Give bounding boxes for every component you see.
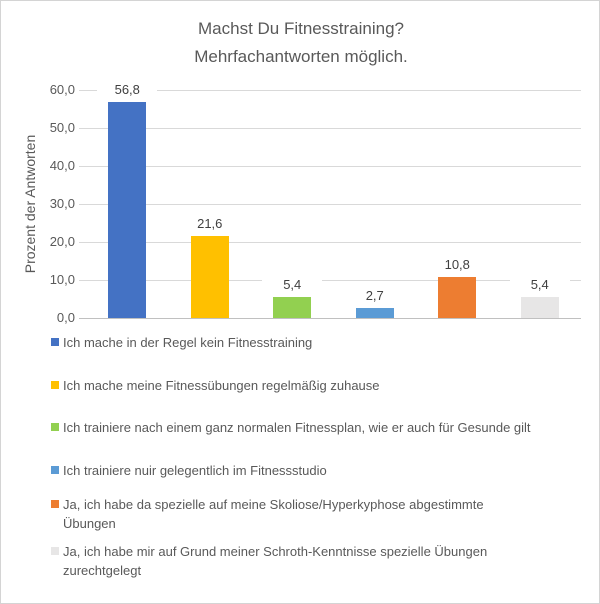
- legend-label-line: Übungen: [63, 516, 116, 531]
- bar-value-label-5: 5,4: [509, 276, 570, 295]
- legend-item-label: Ich trainiere nuir gelegentlich im Fitne…: [63, 461, 327, 480]
- bar-2: [273, 297, 312, 318]
- bar-value-label-2: 5,4: [262, 276, 323, 295]
- gridline: [79, 127, 581, 129]
- legend-color-swatch: [51, 423, 59, 431]
- bar-1: [190, 235, 229, 318]
- legend-item-label: Ich trainiere nach einem ganz normalen F…: [63, 418, 531, 437]
- legend-color-swatch: [51, 338, 59, 346]
- bar-value-label-4: 10,8: [427, 255, 488, 274]
- chart-title: Machst Du Fitnesstraining? Mehrfachantwo…: [1, 15, 599, 71]
- bar-3: [355, 307, 394, 318]
- bar-4: [438, 276, 477, 318]
- bar-value-label-3: 2,7: [344, 286, 405, 305]
- chart-title-line-1: Machst Du Fitnesstraining?: [198, 19, 404, 38]
- legend-color-swatch: [51, 381, 59, 389]
- y-axis-title: Prozent der Antworten: [22, 134, 38, 274]
- legend-color-swatch: [51, 466, 59, 474]
- legend-label-line: Ich mache in der Regel kein Fitnesstrain…: [63, 335, 313, 350]
- legend-item-1: Ich mache meine Fitnessübungen regelmäßi…: [51, 376, 380, 395]
- x-axis-line: [79, 317, 581, 319]
- legend-item-2: Ich trainiere nach einem ganz normalen F…: [51, 418, 531, 437]
- gridline: [79, 241, 581, 243]
- legend-label-line: Ja, ich habe mir auf Grund meiner Schrot…: [63, 544, 488, 559]
- legend-label-line: Ich mache meine Fitnessübungen regelmäßi…: [63, 378, 380, 393]
- legend-label-line: zurechtgelegt: [63, 563, 142, 578]
- legend-label-line: Ich trainiere nach einem ganz normalen F…: [63, 420, 531, 435]
- legend-color-swatch: [51, 547, 59, 555]
- legend-label-line: Ja, ich habe da spezielle auf meine Skol…: [63, 497, 484, 512]
- legend-item-label: Ich mache meine Fitnessübungen regelmäßi…: [63, 376, 380, 395]
- chart-title-line-2: Mehrfachantworten möglich.: [194, 47, 408, 66]
- legend-item-label: Ja, ich habe da spezielle auf meine Skol…: [63, 495, 484, 533]
- bar-5: [520, 297, 559, 318]
- bar-0: [108, 102, 147, 318]
- y-tick-label: 0,0: [56, 310, 75, 325]
- legend-item-3: Ich trainiere nuir gelegentlich im Fitne…: [51, 461, 327, 480]
- legend-item-0: Ich mache in der Regel kein Fitnesstrain…: [51, 333, 312, 352]
- legend-color-swatch: [51, 500, 59, 508]
- bar-value-label-1: 21,6: [179, 214, 240, 233]
- gridline: [79, 279, 581, 281]
- legend-item-4: Ja, ich habe da spezielle auf meine Skol…: [51, 495, 484, 533]
- legend-item-5: Ja, ich habe mir auf Grund meiner Schrot…: [51, 542, 487, 580]
- legend-item-label: Ich mache in der Regel kein Fitnesstrain…: [63, 333, 312, 352]
- gridline: [79, 165, 581, 167]
- y-tick-label: 60,0: [49, 82, 75, 97]
- legend-item-label: Ja, ich habe mir auf Grund meiner Schrot…: [63, 542, 487, 580]
- gridline: [79, 203, 581, 205]
- gridline: [79, 89, 581, 91]
- bar-value-label-0: 56,8: [97, 81, 158, 100]
- legend-label-line: Ich trainiere nuir gelegentlich im Fitne…: [63, 463, 327, 478]
